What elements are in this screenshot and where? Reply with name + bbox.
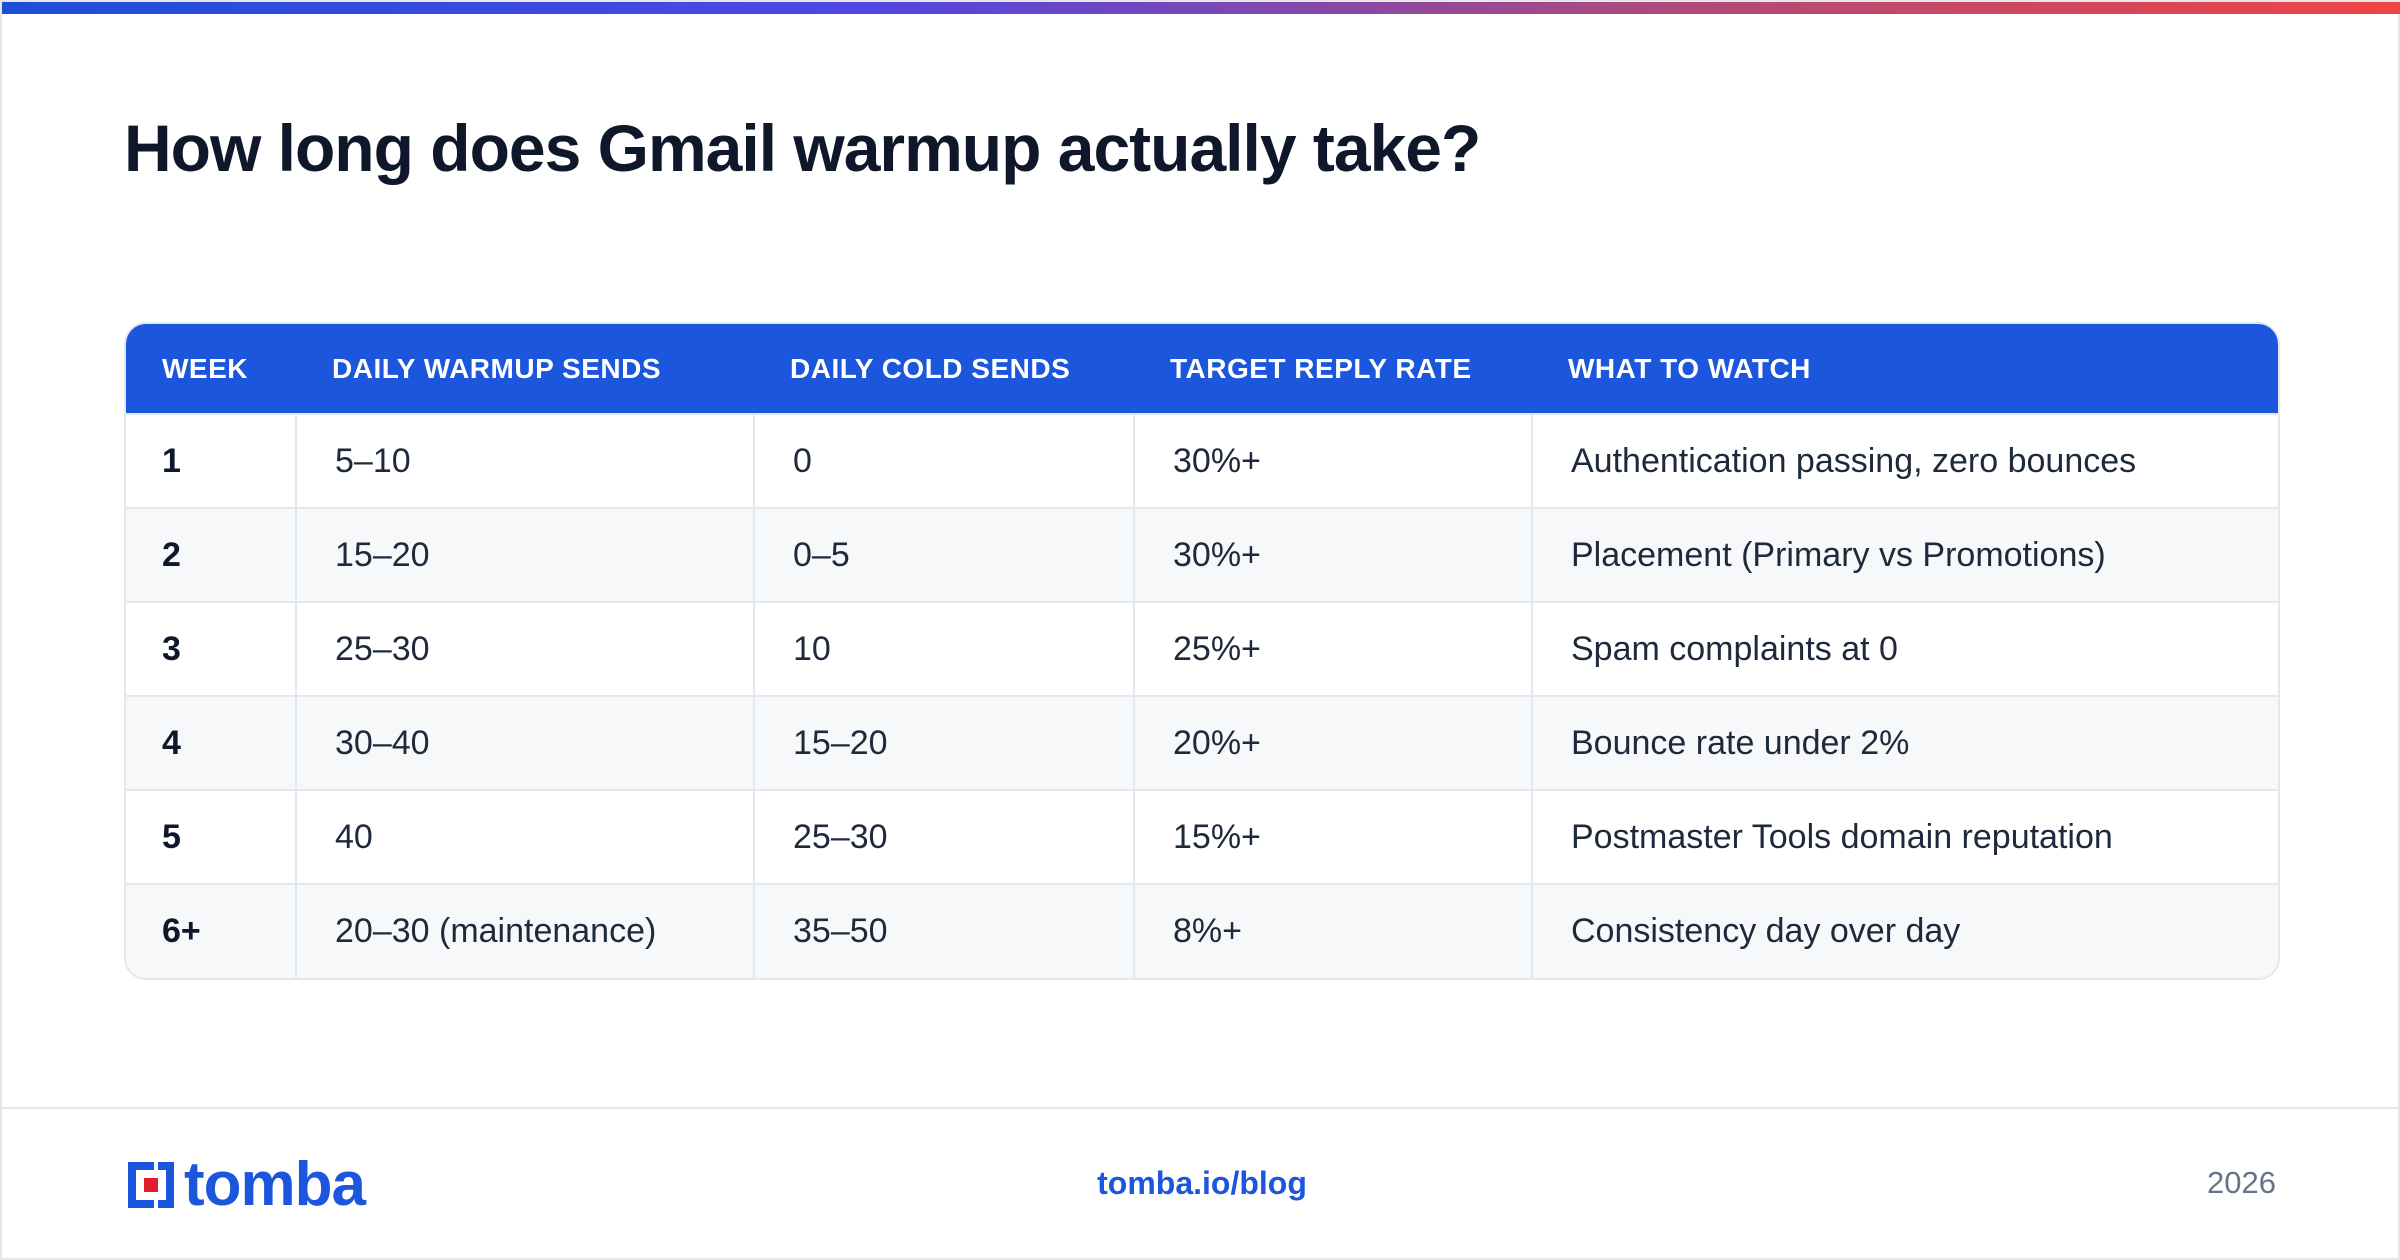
warmup-table: WEEK DAILY WARMUP SENDS DAILY COLD SENDS…: [124, 322, 2280, 980]
cell-warmup-sends: 25–30: [295, 601, 754, 696]
cell-week: 2: [126, 507, 296, 602]
cell-cold-sends: 25–30: [753, 789, 1134, 884]
cell-what-to-watch: Authentication passing, zero bounces: [1531, 413, 2278, 508]
footer-divider: [2, 1107, 2400, 1109]
cell-reply-rate: 30%+: [1133, 507, 1532, 602]
header-daily-cold-sends: DAILY COLD SENDS: [754, 324, 1134, 414]
cell-reply-rate: 15%+: [1133, 789, 1532, 884]
cell-cold-sends: 15–20: [753, 695, 1134, 790]
header-target-reply-rate: TARGET REPLY RATE: [1134, 324, 1532, 414]
cell-what-to-watch: Bounce rate under 2%: [1531, 695, 2278, 790]
footer-year: 2026: [2207, 1165, 2276, 1200]
cell-week: 4: [126, 695, 296, 790]
gradient-top-bar: [2, 2, 2400, 14]
cell-what-to-watch: Spam complaints at 0: [1531, 601, 2278, 696]
table-row: 3 25–30 10 25%+ Spam complaints at 0: [126, 601, 2278, 696]
table-row: 5 40 25–30 15%+ Postmaster Tools domain …: [126, 789, 2278, 884]
logo-wordmark: tomba: [184, 1150, 366, 1219]
cell-warmup-sends: 30–40: [295, 695, 754, 790]
cell-reply-rate: 25%+: [1133, 601, 1532, 696]
tomba-logo[interactable]: tomba: [124, 1150, 366, 1219]
cell-warmup-sends: 5–10: [295, 413, 754, 508]
table-row: 1 5–10 0 30%+ Authentication passing, ze…: [126, 413, 2278, 508]
table-row: 6+ 20–30 (maintenance) 35–50 8%+ Consist…: [126, 883, 2278, 978]
table-row: 4 30–40 15–20 20%+ Bounce rate under 2%: [126, 695, 2278, 790]
header-week: WEEK: [126, 324, 296, 414]
cell-reply-rate: 8%+: [1133, 883, 1532, 978]
cell-what-to-watch: Placement (Primary vs Promotions): [1531, 507, 2278, 602]
cell-week: 3: [126, 601, 296, 696]
cell-cold-sends: 0: [753, 413, 1134, 508]
table-header-row: WEEK DAILY WARMUP SENDS DAILY COLD SENDS…: [126, 324, 2278, 414]
page-title: How long does Gmail warmup actually take…: [124, 111, 1481, 185]
blog-link[interactable]: tomba.io/blog: [1097, 1165, 1307, 1201]
cell-warmup-sends: 40: [295, 789, 754, 884]
cell-cold-sends: 0–5: [753, 507, 1134, 602]
cell-what-to-watch: Consistency day over day: [1531, 883, 2278, 978]
cell-reply-rate: 20%+: [1133, 695, 1532, 790]
cell-cold-sends: 10: [753, 601, 1134, 696]
cell-week: 5: [126, 789, 296, 884]
tomba-logo-icon: [124, 1158, 178, 1212]
header-daily-warmup-sends: DAILY WARMUP SENDS: [296, 324, 754, 414]
cell-reply-rate: 30%+: [1133, 413, 1532, 508]
table-row: 2 15–20 0–5 30%+ Placement (Primary vs P…: [126, 507, 2278, 602]
cell-week: 6+: [126, 883, 296, 978]
cell-warmup-sends: 20–30 (maintenance): [295, 883, 754, 978]
header-what-to-watch: WHAT TO WATCH: [1532, 324, 2278, 414]
cell-cold-sends: 35–50: [753, 883, 1134, 978]
cell-warmup-sends: 15–20: [295, 507, 754, 602]
cell-what-to-watch: Postmaster Tools domain reputation: [1531, 789, 2278, 884]
cell-week: 1: [126, 413, 296, 508]
